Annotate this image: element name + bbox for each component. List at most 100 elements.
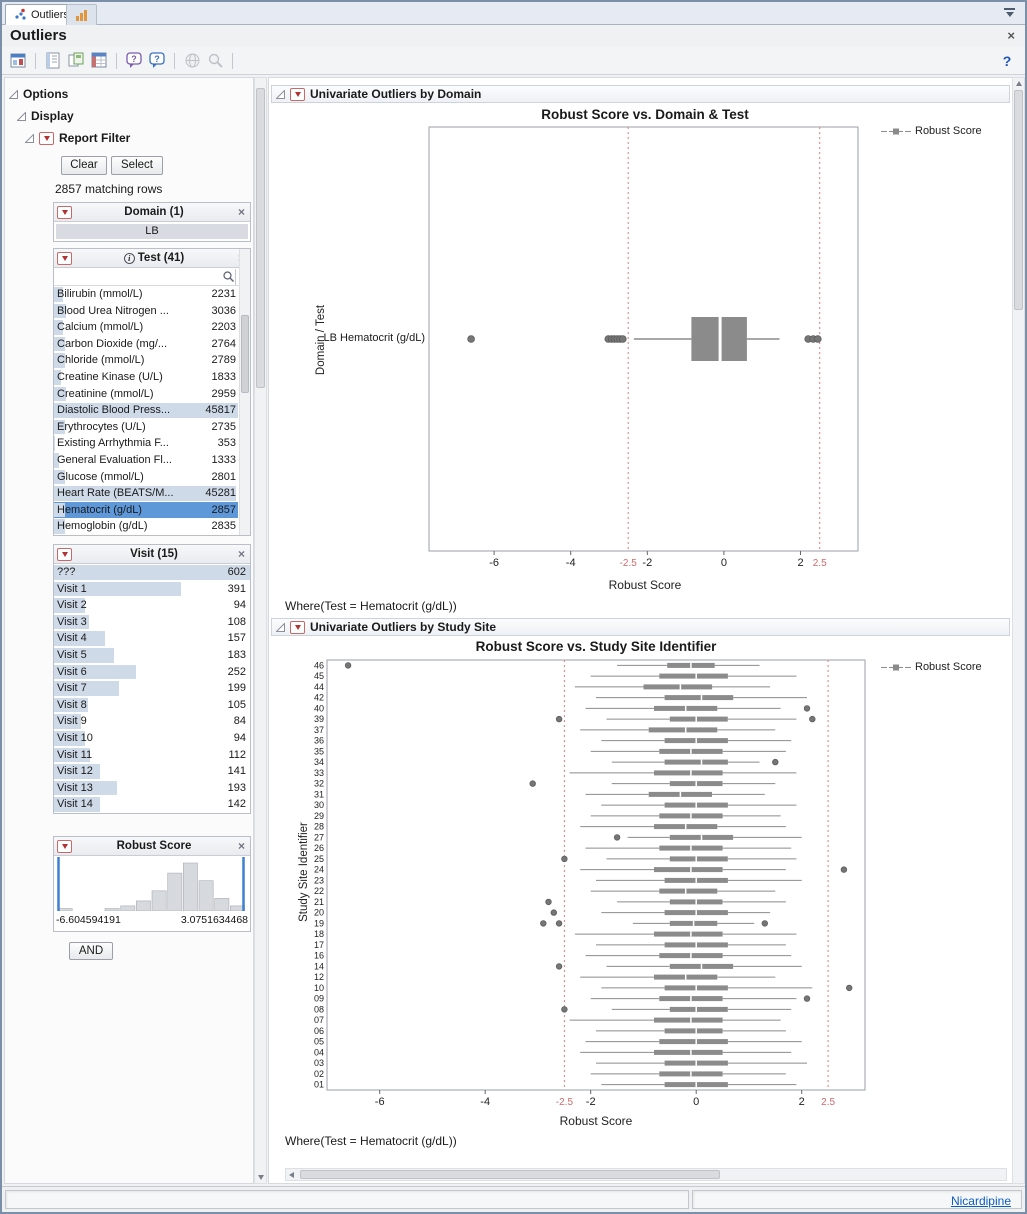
scrollbar-thumb[interactable]: [256, 88, 265, 388]
filter-value-row[interactable]: Visit 1 391: [54, 581, 250, 598]
outlier-point[interactable]: [846, 984, 853, 992]
filter-value-row[interactable]: Erythrocytes (U/L) 2735: [54, 419, 238, 436]
box[interactable]: [669, 856, 728, 862]
filter-value-row[interactable]: Visit 5 183: [54, 647, 250, 664]
filter-value-row[interactable]: Visit 13 193: [54, 780, 250, 797]
filter-value-row[interactable]: Blood Urea Nitrogen ... 3036: [54, 303, 238, 320]
box[interactable]: [654, 931, 723, 937]
filter-value-row[interactable]: Visit 3 108: [54, 614, 250, 631]
box[interactable]: [659, 673, 728, 679]
help-icon[interactable]: ?: [1002, 53, 1012, 69]
outlier-point[interactable]: [555, 715, 563, 723]
histogram-bar[interactable]: [57, 908, 73, 912]
script-help-icon[interactable]: ?: [147, 51, 167, 71]
and-button[interactable]: AND: [69, 942, 113, 960]
filter-value-row[interactable]: Chloride (mmol/L) 2789: [54, 352, 238, 369]
tab-outliers[interactable]: Outliers: [5, 4, 78, 25]
main-vertical-scrollbar[interactable]: [1012, 77, 1025, 1184]
report-icon[interactable]: [8, 51, 28, 71]
outlier-point[interactable]: [761, 920, 768, 927]
display-outline-header[interactable]: Display: [17, 107, 74, 125]
filter-value-row[interactable]: Creatinine (mmol/L) 2959: [54, 386, 238, 403]
test-list-scrollbar[interactable]: [239, 249, 250, 535]
filter-value-row[interactable]: ??? 602: [54, 564, 250, 581]
sidebar-scrollbar[interactable]: [254, 77, 267, 1184]
outlier-point[interactable]: [561, 1006, 568, 1013]
filter-value-row[interactable]: Hematocrit (g/dL) 2857: [54, 501, 238, 519]
scrollbar-thumb[interactable]: [241, 315, 249, 393]
filter-value-row[interactable]: Visit 10 94: [54, 730, 250, 747]
filter-value-row[interactable]: Visit 8 105: [54, 697, 250, 714]
outlier-point[interactable]: [840, 866, 848, 873]
options-outline-header[interactable]: Options: [9, 85, 68, 103]
scroll-left-icon[interactable]: [289, 1171, 294, 1178]
box[interactable]: [654, 1049, 723, 1055]
outlier-point[interactable]: [529, 780, 536, 787]
filter-value-row[interactable]: Visit 14 142: [54, 796, 250, 813]
info-icon[interactable]: i: [123, 252, 135, 264]
report-filter-outline-header[interactable]: Report Filter: [25, 129, 130, 147]
scrollbar-thumb[interactable]: [1014, 90, 1023, 310]
histogram-bar[interactable]: [183, 862, 198, 912]
chart1-plot[interactable]: -6 -4 -2 0 2 -2.5 2.5: [427, 125, 863, 577]
histogram-bar[interactable]: [120, 905, 136, 912]
histogram-bar[interactable]: [151, 890, 167, 912]
filter-value-row[interactable]: Visit 4 157: [54, 630, 250, 647]
outlier-point[interactable]: [555, 963, 563, 970]
filter-value-row[interactable]: Visit 12 141: [54, 763, 250, 780]
filter-value-row[interactable]: Visit 11 112: [54, 747, 250, 764]
filter-value-row[interactable]: Hemoglobin (g/dL) 2835: [54, 518, 238, 535]
robust-score-histogram[interactable]: [57, 857, 247, 913]
data-table-link[interactable]: Nicardipine: [950, 1194, 1011, 1208]
box[interactable]: [664, 695, 734, 701]
box[interactable]: [669, 716, 728, 722]
close-icon[interactable]: ×: [1007, 28, 1015, 43]
web-icon[interactable]: [182, 51, 202, 71]
filter-value-row[interactable]: Visit 6 252: [54, 664, 250, 681]
histogram-bar[interactable]: [198, 880, 214, 912]
filter-value-row[interactable]: Visit 9 84: [54, 713, 250, 730]
box[interactable]: [664, 759, 728, 765]
box[interactable]: [643, 684, 713, 690]
box[interactable]: [664, 1028, 723, 1034]
histogram-bar[interactable]: [104, 908, 120, 912]
data-table-icon[interactable]: [89, 51, 109, 71]
outlier-point[interactable]: [613, 834, 621, 841]
journal-icon[interactable]: [43, 51, 63, 71]
red-triangle-menu-icon[interactable]: [57, 205, 72, 219]
chart2-x-axis-title[interactable]: Robust Score: [559, 1114, 633, 1128]
filter-value-row[interactable]: Visit 2 94: [54, 597, 250, 614]
close-icon[interactable]: ×: [237, 839, 245, 853]
main-horizontal-scrollbar[interactable]: [285, 1168, 1007, 1181]
red-triangle-menu-icon[interactable]: [57, 251, 72, 265]
outlier-point[interactable]: [561, 855, 568, 863]
section-header-study-site[interactable]: Univariate Outliers by Study Site: [271, 618, 1010, 636]
chart2-plot[interactable]: 4645444240393736353433323130292827262524…: [305, 658, 885, 1110]
outlier-point[interactable]: [467, 335, 475, 343]
filter-value-row[interactable]: Calcium (mmol/L) 2203: [54, 319, 238, 336]
chart1-x-axis-title[interactable]: Robust Score: [608, 578, 682, 592]
filter-value-row[interactable]: Bilirubin (mmol/L) 2231: [54, 286, 238, 303]
histogram-bar[interactable]: [167, 872, 183, 912]
close-icon[interactable]: ×: [237, 547, 245, 561]
filter-value-row[interactable]: Visit 7 199: [54, 680, 250, 697]
outlier-point[interactable]: [619, 335, 627, 343]
outlier-point[interactable]: [809, 715, 816, 723]
histogram-bar[interactable]: [214, 898, 230, 912]
box[interactable]: [654, 770, 723, 776]
outlier-point[interactable]: [813, 335, 822, 343]
box[interactable]: [654, 867, 723, 873]
search-input[interactable]: [54, 269, 222, 284]
outlier-point[interactable]: [803, 705, 811, 712]
red-triangle-menu-icon[interactable]: [57, 839, 72, 853]
filter-value-row[interactable]: Existing Arrhythmia F... 353: [54, 435, 238, 452]
outlier-point[interactable]: [555, 920, 563, 927]
filter-value-row[interactable]: LB: [56, 223, 248, 240]
outlier-point[interactable]: [803, 995, 811, 1002]
unpin-panel-icon[interactable]: [1004, 8, 1015, 18]
layout-icon[interactable]: [66, 51, 86, 71]
red-triangle-menu-icon[interactable]: [290, 87, 305, 101]
outlier-point[interactable]: [550, 909, 557, 916]
select-button[interactable]: Select: [111, 156, 163, 175]
tab-graph[interactable]: [66, 4, 97, 25]
